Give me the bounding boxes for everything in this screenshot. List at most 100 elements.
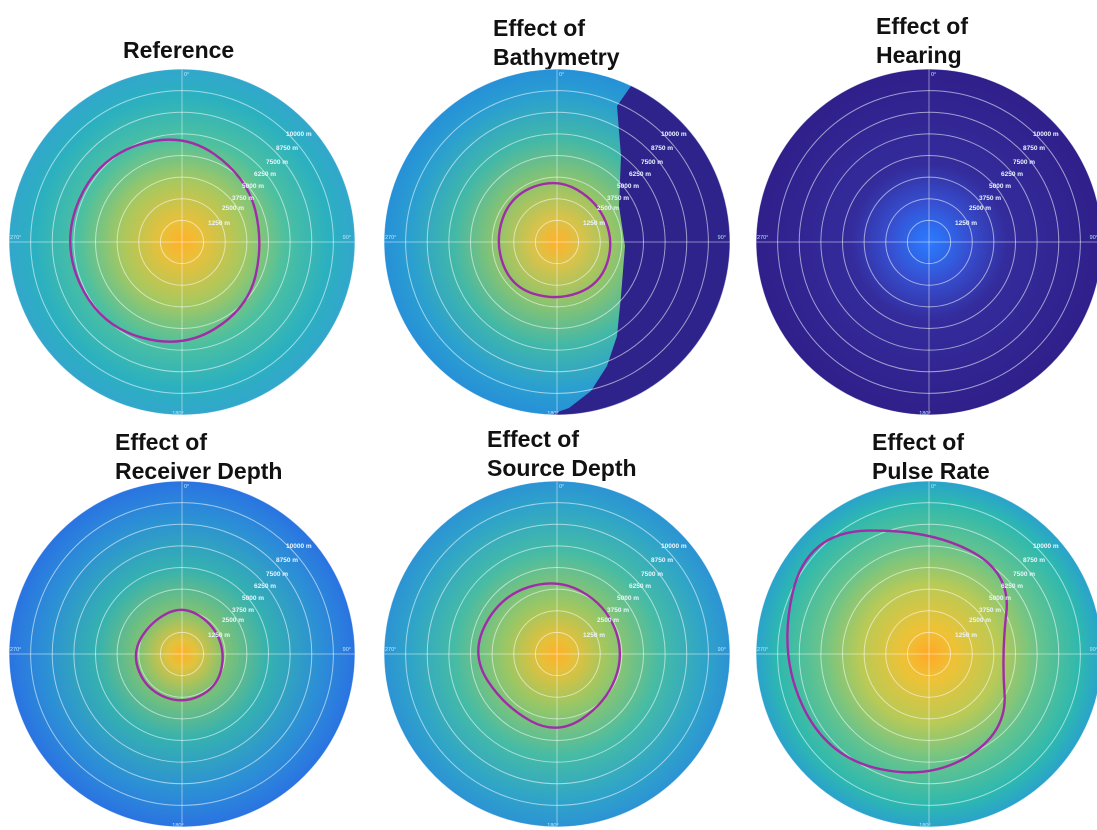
range-ring [534,219,580,265]
range-ring [405,502,709,806]
radial-tick-label: 7500 m [266,571,288,578]
radial-tick-label: 1250 m [955,632,977,639]
radial-tick-label: 1250 m [583,220,605,227]
radial-tick-label: 10000 m [661,543,687,550]
range-ring [426,523,688,785]
radial-tick-label: 5000 m [242,183,264,190]
radial-tick-label: 6250 m [629,171,651,178]
title-line: Bathymetry [493,44,620,70]
range-ring [534,631,580,677]
radial-tick-label: 7500 m [1013,159,1035,166]
radial-tick-label: 7500 m [1013,571,1035,578]
range-ring [885,610,973,698]
range-ring [777,502,1081,806]
range-ring [51,111,313,373]
panel-title: Effect of Bathymetry [493,14,620,72]
heatmap-disc [756,481,1097,827]
title-line: Effect of [872,429,964,455]
radial-tick-label: 1250 m [208,220,230,227]
shadow-zone [541,69,730,415]
angle-label: 0° [931,484,936,490]
panel-title: Effect of Hearing [876,12,968,70]
threshold-contour [497,181,612,299]
range-ring [885,198,973,286]
range-ring [842,567,1016,741]
angle-label: 90° [718,647,726,653]
radial-tick-label: 5000 m [242,595,264,602]
range-ring [426,111,688,373]
angle-label: 180° [919,823,930,829]
range-ring [448,133,666,351]
angle-label: 0° [559,72,564,78]
radial-tick-label: 10000 m [1033,543,1059,550]
range-ring [470,567,644,741]
range-ring [906,219,952,265]
title-line: Effect of [115,429,207,455]
range-ring [513,198,601,286]
radial-tick-label: 8750 m [651,145,673,152]
angle-label: 270° [385,235,396,241]
radial-tick-label: 2500 m [222,617,244,624]
range-ring [448,545,666,763]
heatmap-disc [756,69,1097,415]
heatmap-disc [9,481,355,827]
radial-tick-label: 5000 m [989,595,1011,602]
polar-heatmap-receiver-depth: 1250 m 2500 m 3750 m 5000 m 6250 m 7500 m 8750… [6,478,358,830]
range-ring [798,111,1060,373]
heatmap-disc [384,481,730,827]
range-ring [95,567,269,741]
radial-tick-label: 8750 m [1023,557,1045,564]
radial-tick-label: 6250 m [629,583,651,590]
radial-tick-label: 5000 m [989,183,1011,190]
title-line: Effect of [493,15,585,41]
radial-tick-label: 3750 m [979,195,1001,202]
range-ring [820,133,1038,351]
range-ring [95,155,269,329]
angle-label: 90° [343,647,351,653]
threshold-contour [477,582,622,729]
radial-tick-label: 2500 m [222,205,244,212]
radial-tick-label: 3750 m [607,607,629,614]
radial-tick-label: 10000 m [661,131,687,138]
range-ring [383,68,731,416]
angle-label: 180° [172,411,183,417]
threshold-contour [786,529,1008,774]
radial-tick-label: 8750 m [276,145,298,152]
polar-heatmap-hearing: 1250 m 2500 m 3750 m 5000 m 6250 m 7500 m 8750… [753,66,1097,418]
radial-tick-label: 7500 m [641,159,663,166]
angle-label: 270° [10,647,21,653]
title-line: Pulse Rate [872,458,990,484]
angle-label: 0° [184,72,189,78]
radial-tick-label: 6250 m [254,583,276,590]
range-ring [491,588,623,720]
angle-label: 270° [385,647,396,653]
polar-heatmap-source-depth: 1250 m 2500 m 3750 m 5000 m 6250 m 7500 m 8750… [381,478,733,830]
range-ring [842,155,1016,329]
range-ring [73,133,291,351]
angle-label: 90° [343,235,351,241]
range-ring [138,198,226,286]
radial-tick-label: 2500 m [597,205,619,212]
title-line: Receiver Depth [115,458,283,484]
range-ring [906,631,952,677]
radial-tick-label: 3750 m [232,195,254,202]
panel-title: Effect of Receiver Depth [115,428,282,486]
angle-label: 270° [757,647,768,653]
angle-label: 90° [1090,647,1097,653]
range-ring [30,502,334,806]
radial-tick-label: 2500 m [969,205,991,212]
range-ring [30,90,334,394]
radial-tick-label: 2500 m [597,617,619,624]
radial-tick-label: 5000 m [617,183,639,190]
range-ring [159,219,205,265]
panel-title: Effect of Pulse Rate [872,428,990,486]
heatmap-disc [9,69,355,415]
radial-tick-label: 8750 m [276,557,298,564]
threshold-contour [134,608,224,702]
angle-label: 90° [718,235,726,241]
angle-label: 270° [10,235,21,241]
range-ring [470,155,644,329]
range-ring [51,523,313,785]
radial-tick-label: 1250 m [208,632,230,639]
angle-label: 0° [559,484,564,490]
